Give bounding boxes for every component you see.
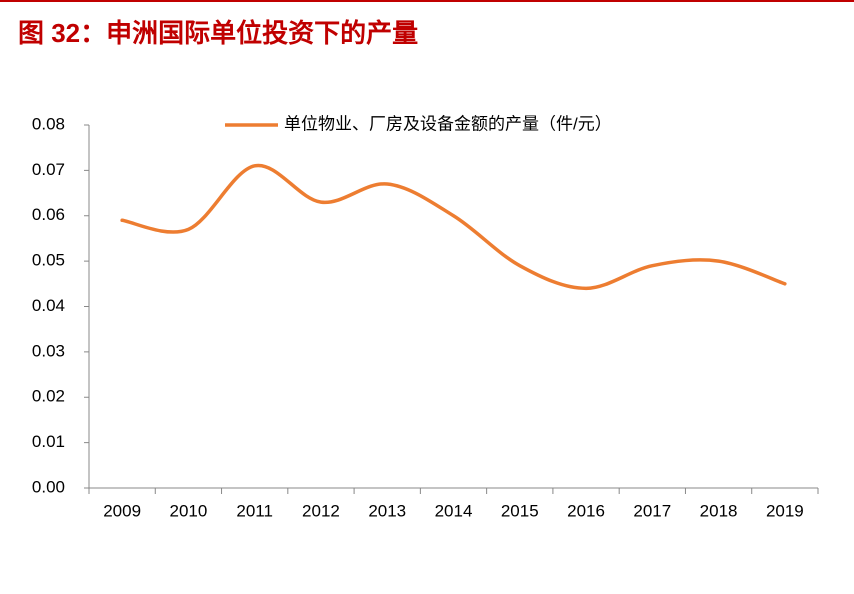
series-line (120, 163, 787, 291)
x-tick-label: 2011 (236, 501, 273, 520)
y-tick-label: 0.02 (32, 387, 65, 406)
legend-label: 单位物业、厂房及设备金额的产量（件/元） (284, 114, 612, 133)
y-tick-label: 0.08 (32, 114, 65, 133)
x-tick-label: 2013 (368, 501, 406, 520)
x-tick-label: 2016 (567, 501, 605, 520)
x-tick-label: 2019 (766, 501, 804, 520)
x-tick-label: 2014 (435, 501, 473, 520)
y-tick-label: 0.04 (32, 296, 65, 315)
x-tick-label: 2018 (700, 501, 738, 520)
x-tick-label: 2015 (501, 501, 539, 520)
x-tick-label: 2017 (633, 501, 671, 520)
y-tick-label: 0.05 (32, 251, 65, 270)
y-tick-label: 0.00 (32, 477, 65, 496)
y-tick-label: 0.03 (32, 341, 65, 360)
x-tick-label: 2009 (103, 501, 141, 520)
x-tick-label: 2010 (169, 501, 207, 520)
y-tick-label: 0.07 (32, 160, 65, 179)
y-tick-label: 0.01 (32, 432, 65, 451)
chart-title: 图 32：申洲国际单位投资下的产量 (18, 18, 418, 48)
x-tick-label: 2012 (302, 501, 340, 520)
y-tick-label: 0.06 (32, 205, 65, 224)
